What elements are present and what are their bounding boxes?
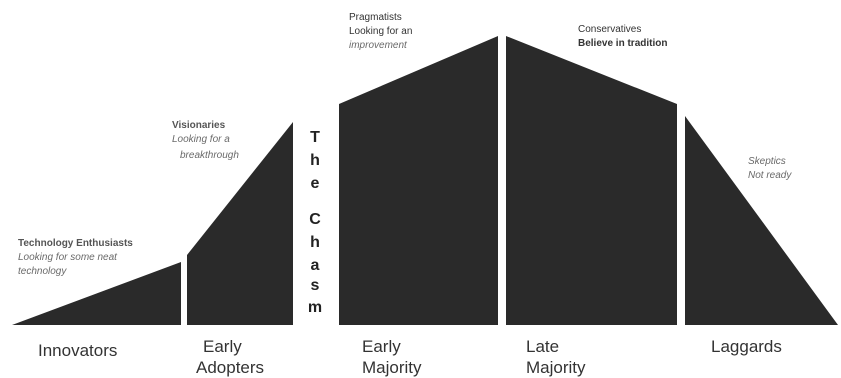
early-majority-label-line: Majority [362, 358, 422, 377]
laggards-shape [685, 116, 838, 325]
early-adopters-title: Visionaries [172, 120, 226, 131]
chasm-letter: h [310, 152, 320, 169]
chasm-letter: m [308, 299, 322, 316]
laggards-annotation: Skeptics Not ready [748, 156, 792, 181]
early-majority-annotation: Pragmatists Looking for an improvement [349, 12, 412, 51]
late-majority-top-line: Conservatives [578, 24, 641, 35]
chasm-label: T h e C h a s m [308, 129, 322, 316]
innovators-annotation: Technology Enthusiasts Looking for some … [18, 238, 133, 277]
late-majority-top-line: Believe in tradition [578, 38, 667, 49]
late-majority-annotation: Conservatives Believe in tradition [578, 24, 667, 49]
laggards-top-line: Skeptics [748, 156, 786, 167]
early-adopters-shape [187, 122, 293, 325]
laggards-label: Laggards [711, 337, 782, 356]
early-adopters-label-line: Early [203, 337, 242, 356]
early-adopters-desc-line: Looking for a [172, 134, 230, 145]
laggards-top-line: Not ready [748, 170, 792, 181]
early-majority-top-line: Pragmatists [349, 12, 402, 23]
chasm-letter: h [310, 234, 320, 251]
chasm-letter: C [309, 211, 321, 228]
innovators-title: Technology Enthusiasts [18, 238, 133, 249]
early-adopters-label-line: Adopters [196, 358, 264, 377]
segment-shapes [12, 36, 838, 325]
early-adopters-desc-line: breakthrough [180, 150, 239, 161]
chasm-letter: s [311, 277, 320, 294]
category-labels: Innovators Early Adopters Early Majority… [38, 337, 782, 377]
early-majority-label-line: Early [362, 337, 401, 356]
late-majority-label-line: Late [526, 337, 559, 356]
innovators-desc-line: Looking for some neat [18, 252, 118, 263]
innovators-label: Innovators [38, 341, 117, 360]
innovators-desc-line: technology [18, 266, 67, 277]
chasm-letter: a [311, 257, 320, 274]
early-majority-shape [339, 36, 498, 325]
chasm-letter: T [310, 129, 320, 146]
early-adopters-annotation: Visionaries Looking for a breakthrough [172, 120, 239, 161]
late-majority-label-line: Majority [526, 358, 586, 377]
early-majority-top-line: improvement [349, 40, 408, 51]
early-majority-top-line: Looking for an [349, 26, 412, 37]
innovators-shape [12, 262, 181, 325]
late-majority-shape [506, 36, 677, 325]
chasm-letter: e [311, 175, 320, 192]
